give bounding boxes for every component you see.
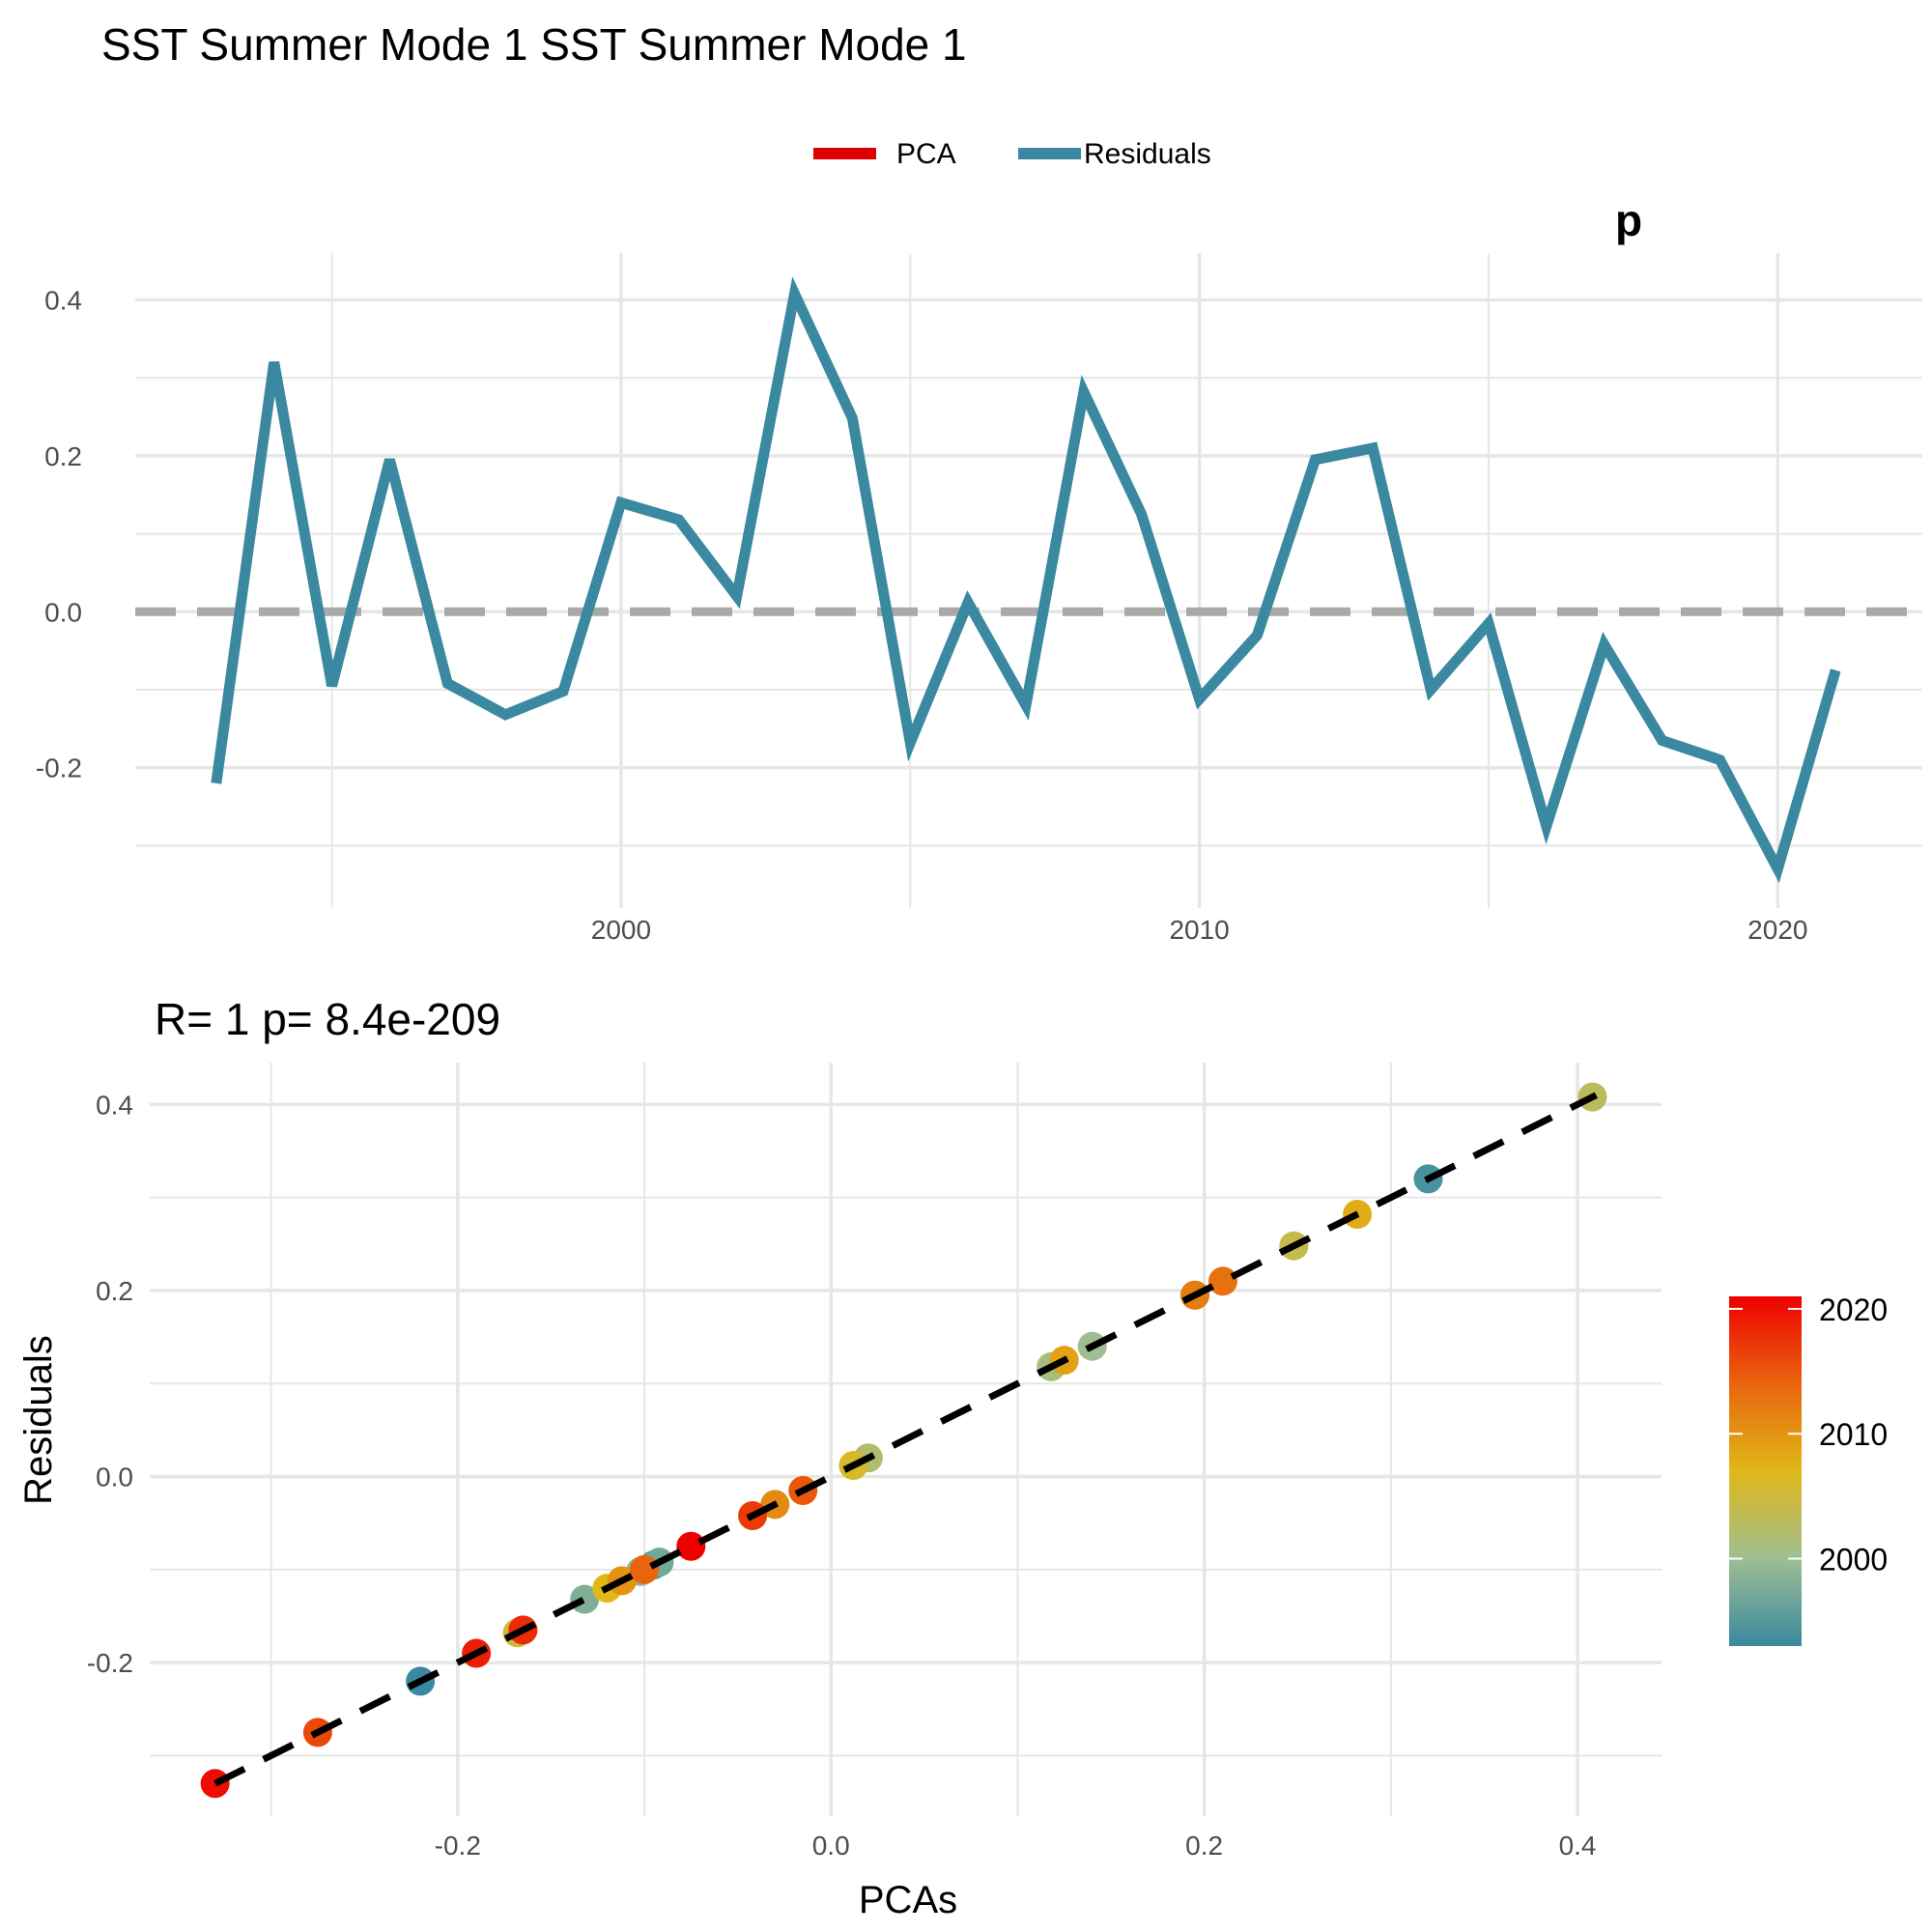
- top-x-tick-label: 2010: [1169, 915, 1229, 945]
- color-scale-legend: 2000 2010 2020: [1729, 1293, 1888, 1646]
- top-y-tick-label: -0.2: [36, 753, 82, 783]
- bottom-x-tick-labels: -0.2 0.0 0.2 0.4: [435, 1831, 1597, 1861]
- color-scale-tick-label: 2000: [1819, 1543, 1888, 1577]
- color-scale-tick-label: 2010: [1819, 1417, 1888, 1452]
- residuals-timeseries-panel: -0.2 0.0 0.2 0.4 2000 2010 2020 p: [36, 195, 1922, 945]
- corner-annotation: p: [1615, 195, 1642, 245]
- legend-key-pca: [813, 148, 876, 159]
- top-gridlines: [135, 253, 1922, 908]
- scatter-title: R= 1 p= 8.4e-209: [155, 994, 500, 1044]
- color-scale-tick-label: 2020: [1819, 1293, 1888, 1327]
- bottom-y-tick-label: 0.4: [96, 1090, 133, 1120]
- bottom-x-tick-label: 0.0: [812, 1831, 850, 1861]
- pca-vs-residuals-scatter-panel: R= 1 p= 8.4e-209 -0.2 0.0 0.2 0.4 -0.2 0.0 0.…: [17, 994, 1888, 1921]
- bottom-y-tick-label: 0.0: [96, 1463, 133, 1492]
- top-y-tick-label: 0.4: [44, 285, 82, 315]
- scatter-point: [1208, 1266, 1237, 1296]
- bottom-y-tick-label: 0.2: [96, 1276, 133, 1306]
- bottom-y-tick-label: -0.2: [87, 1648, 133, 1678]
- bottom-x-tick-label: 0.2: [1185, 1831, 1223, 1861]
- bottom-x-tick-label: 0.4: [1559, 1831, 1597, 1861]
- y-axis-label: Residuals: [17, 1335, 60, 1505]
- top-y-tick-labels: -0.2 0.0 0.2 0.4: [36, 285, 82, 782]
- bottom-x-tick-label: -0.2: [435, 1831, 481, 1861]
- x-axis-label: PCAs: [859, 1879, 957, 1921]
- top-y-tick-label: 0.2: [44, 441, 82, 471]
- color-scale-bar: [1729, 1296, 1802, 1646]
- bottom-y-tick-labels: -0.2 0.0 0.2 0.4: [87, 1090, 133, 1678]
- color-scale-ticks: 2000 2010 2020: [1729, 1293, 1888, 1577]
- bottom-gridlines: [150, 1063, 1662, 1816]
- legend-label-pca: PCA: [896, 138, 956, 170]
- figure-title: SST Summer Mode 1 SST Summer Mode 1: [101, 19, 967, 70]
- top-x-tick-labels: 2000 2010 2020: [591, 915, 1808, 945]
- top-y-tick-label: 0.0: [44, 597, 82, 627]
- legend-key-residuals: [1018, 148, 1081, 159]
- top-x-tick-label: 2000: [591, 915, 651, 945]
- fit-line: [213, 1092, 1598, 1787]
- residuals-series-line: [211, 276, 1841, 884]
- legend: PCA Residuals: [813, 138, 1211, 170]
- top-x-tick-label: 2020: [1747, 915, 1807, 945]
- legend-label-residuals: Residuals: [1084, 138, 1211, 170]
